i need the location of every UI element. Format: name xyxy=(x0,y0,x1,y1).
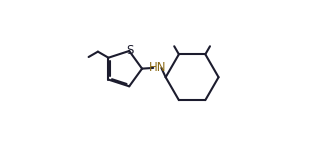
Text: HN: HN xyxy=(149,61,166,74)
Text: S: S xyxy=(127,44,134,57)
